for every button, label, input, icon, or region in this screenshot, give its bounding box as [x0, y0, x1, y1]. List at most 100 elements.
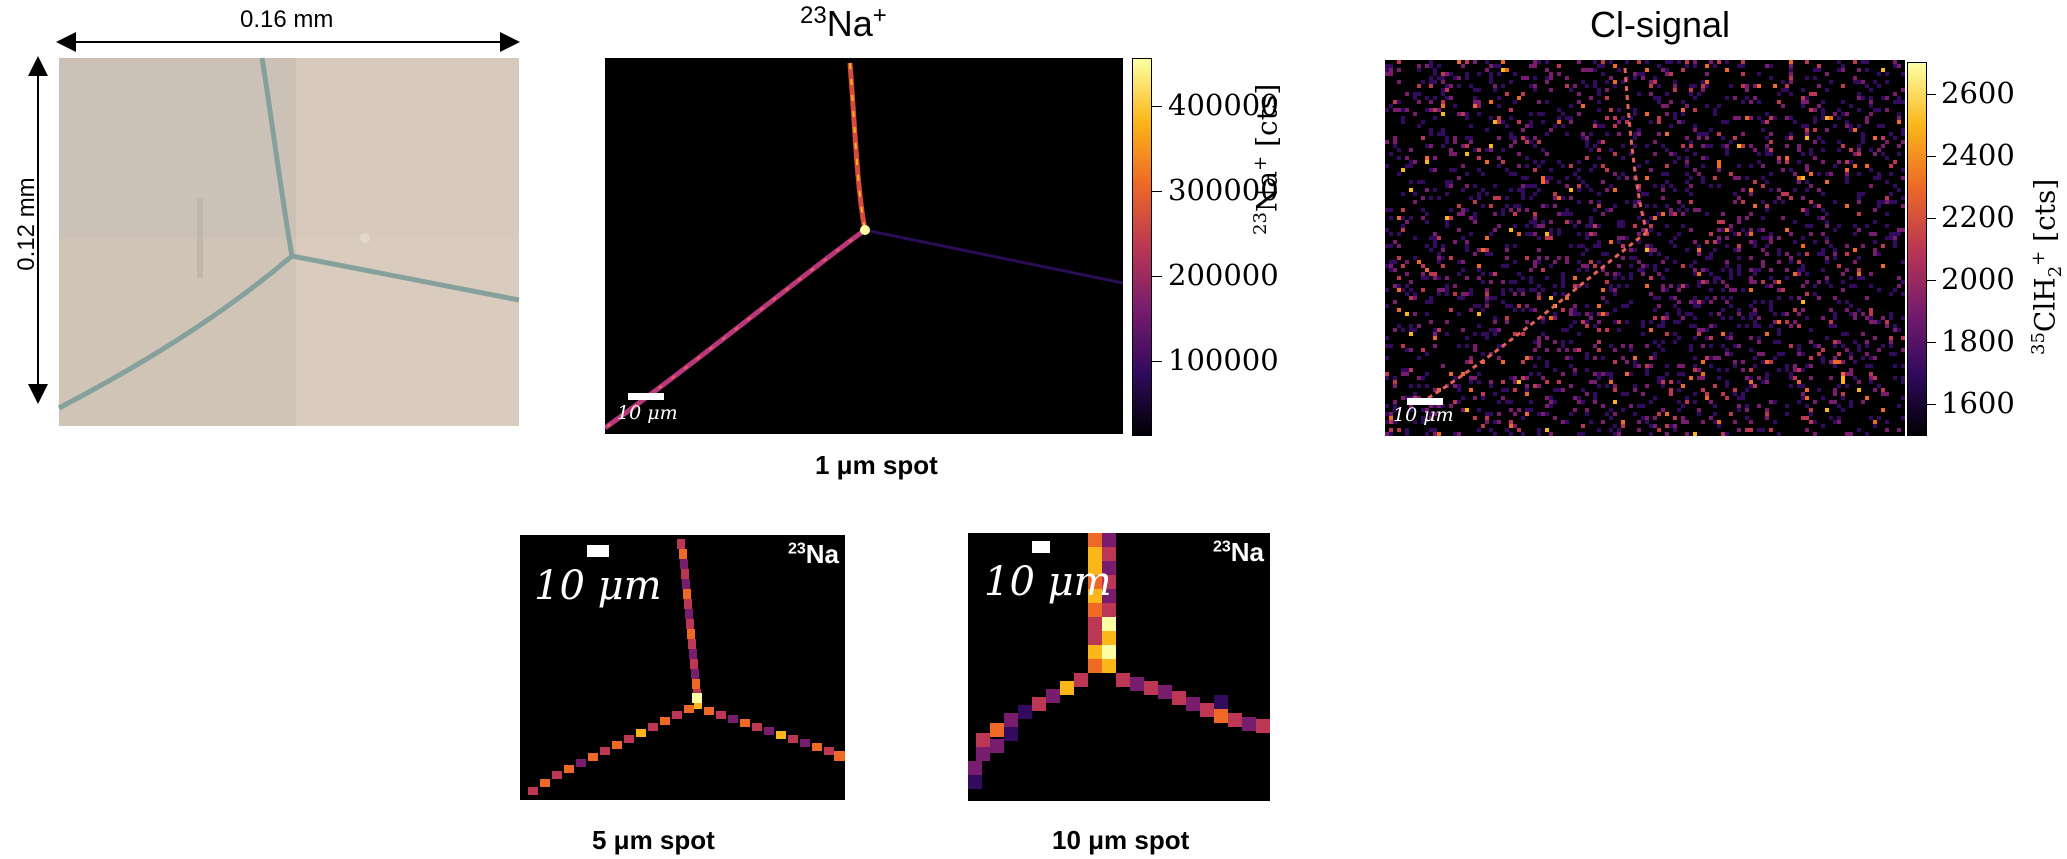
cl-noise-pixel	[1869, 104, 1873, 108]
cl-noise-pixel	[1733, 420, 1737, 424]
cl-noise-pixel	[1461, 408, 1465, 412]
cl-noise-pixel	[1477, 248, 1481, 252]
cl-noise-pixel	[1521, 432, 1525, 436]
cl-noise-pixel	[1713, 248, 1717, 252]
cl-noise-pixel	[1633, 136, 1637, 140]
cl-noise-pixel	[1761, 128, 1765, 132]
cl-noise-pixel	[1893, 364, 1897, 368]
cl-noise-pixel	[1785, 364, 1789, 368]
cl-noise-pixel	[1433, 240, 1437, 244]
cl-noise-pixel	[1405, 92, 1409, 96]
cl-noise-pixel	[1897, 144, 1901, 148]
cl-noise-pixel	[1461, 112, 1465, 116]
cl-noise-pixel	[1665, 132, 1669, 136]
cl-noise-pixel	[1881, 408, 1885, 412]
cl-noise-pixel	[1901, 168, 1905, 172]
cl-noise-pixel	[1845, 268, 1849, 272]
cl-noise-pixel	[1837, 116, 1841, 120]
cl-noise-pixel	[1845, 180, 1849, 184]
cl-noise-pixel	[1777, 320, 1781, 324]
cl-noise-pixel	[1737, 164, 1741, 168]
cl-noise-pixel	[1481, 352, 1485, 356]
cl-noise-pixel	[1729, 224, 1733, 228]
cl-noise-pixel	[1705, 144, 1709, 148]
cl-noise-pixel	[1477, 372, 1481, 376]
cl-noise-pixel	[1557, 380, 1561, 384]
cl-noise-pixel	[1521, 184, 1525, 188]
cl-noise-pixel	[1601, 420, 1605, 424]
cl-noise-pixel	[1769, 76, 1773, 80]
cl-noise-pixel	[1825, 236, 1829, 240]
cl-noise-pixel	[1681, 420, 1685, 424]
cl-noise-pixel	[1473, 100, 1477, 104]
cl-noise-pixel	[1637, 92, 1641, 96]
cl-noise-pixel	[1509, 228, 1513, 232]
cl-noise-pixel	[1889, 232, 1893, 236]
cl-noise-pixel	[1441, 112, 1445, 116]
cl-noise-pixel	[1657, 120, 1661, 124]
cl-noise-pixel	[1749, 428, 1753, 432]
cl-noise-pixel	[1601, 252, 1605, 256]
cl-noise-pixel	[1721, 432, 1725, 436]
cl-noise-pixel	[1837, 352, 1841, 356]
cl-noise-pixel	[1493, 296, 1497, 300]
na-tick-200000: 200000	[1168, 258, 1279, 292]
cl-noise-pixel	[1845, 244, 1849, 248]
cl-noise-pixel	[1397, 256, 1401, 260]
cl-noise-pixel	[1581, 68, 1585, 72]
cl-noise-pixel	[1557, 196, 1561, 200]
cl-noise-pixel	[1573, 368, 1577, 372]
cl-noise-pixel	[1405, 368, 1409, 372]
cl-noise-pixel	[1685, 396, 1689, 400]
cl-noise-pixel	[1429, 168, 1433, 172]
cl-noise-pixel	[1557, 232, 1561, 236]
cl-noise-pixel	[1733, 248, 1737, 252]
cl-noise-pixel	[1889, 292, 1893, 296]
cl-noise-pixel	[1841, 280, 1845, 284]
cl-noise-pixel	[1741, 392, 1745, 396]
cl-noise-pixel	[1773, 340, 1777, 344]
cl-noise-pixel	[1449, 96, 1453, 100]
cl-noise-pixel	[1593, 244, 1597, 248]
cl-noise-pixel	[1585, 144, 1589, 148]
cl-noise-pixel	[1841, 392, 1845, 396]
cl-noise-pixel	[1885, 212, 1889, 216]
cl-noise-pixel	[1889, 192, 1893, 196]
cl-noise-pixel	[1513, 332, 1517, 336]
cl-noise-pixel	[1745, 176, 1749, 180]
cl-noise-pixel	[1457, 296, 1461, 300]
cl-noise-pixel	[1625, 176, 1629, 180]
cl-noise-pixel	[1657, 296, 1661, 300]
cl-noise-pixel	[1741, 84, 1745, 88]
cl-noise-pixel	[1701, 344, 1705, 348]
cl-noise-pixel	[1805, 272, 1809, 276]
cl-noise-pixel	[1449, 256, 1453, 260]
cl-noise-pixel	[1801, 236, 1805, 240]
cl-noise-pixel	[1649, 292, 1653, 296]
cl-noise-pixel	[1713, 296, 1717, 300]
cl-noise-pixel	[1413, 192, 1417, 196]
cl-noise-pixel	[1701, 300, 1705, 304]
cl-noise-pixel	[1757, 376, 1761, 380]
cl-noise-pixel	[1565, 256, 1569, 260]
cl-noise-pixel	[1437, 432, 1441, 436]
cl-noise-pixel	[1389, 244, 1393, 248]
cl-noise-pixel	[1685, 164, 1689, 168]
cl-noise-pixel	[1761, 260, 1765, 264]
cl-noise-pixel	[1453, 292, 1457, 296]
cl-noise-pixel	[1433, 68, 1437, 72]
cl-noise-pixel	[1709, 256, 1713, 260]
cl-noise-pixel	[1401, 396, 1405, 400]
cl-noise-pixel	[1465, 60, 1469, 64]
cl-noise-pixel	[1625, 304, 1629, 308]
cl-noise-pixel	[1721, 220, 1725, 224]
cl-noise-pixel	[1533, 184, 1537, 188]
cl-noise-pixel	[1761, 176, 1765, 180]
cl-noise-pixel	[1489, 76, 1493, 80]
cl-noise-pixel	[1757, 228, 1761, 232]
cl-noise-pixel	[1789, 196, 1793, 200]
cl-noise-pixel	[1389, 412, 1393, 416]
cl-noise-pixel	[1633, 132, 1637, 136]
cl-noise-pixel	[1901, 128, 1905, 132]
cl-noise-pixel	[1769, 324, 1773, 328]
